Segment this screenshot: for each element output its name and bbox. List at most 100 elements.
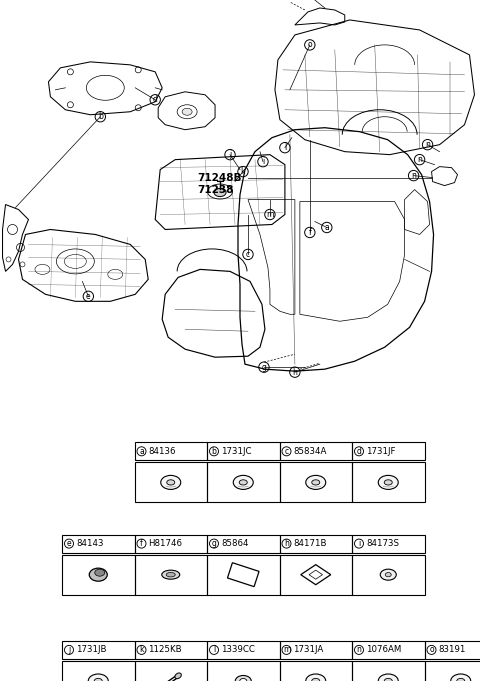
Text: n: n [425,140,430,149]
Bar [62,535,134,552]
Bar [134,554,207,595]
Bar [62,661,134,681]
Text: i: i [358,539,360,548]
Text: h: h [284,539,289,548]
Text: g: g [212,539,216,548]
Bar [207,462,279,503]
Bar [279,535,352,552]
Text: l: l [213,646,215,654]
Text: 1125KB: 1125KB [148,646,182,654]
Ellipse shape [451,674,471,681]
Text: 1731JC: 1731JC [221,447,252,456]
Text: m: m [283,646,290,654]
Text: k: k [241,167,245,176]
Ellipse shape [385,573,391,577]
Ellipse shape [240,678,247,681]
Ellipse shape [175,673,181,679]
Bar [134,462,207,503]
Bar [207,554,279,595]
Ellipse shape [89,568,107,581]
Bar [279,661,352,681]
Text: n: n [417,155,422,164]
Text: f: f [140,539,143,548]
Text: 1731JF: 1731JF [366,447,396,456]
Text: d: d [153,95,157,104]
Text: 84136: 84136 [148,447,176,456]
Bar [352,641,424,659]
Bar [207,535,279,552]
Ellipse shape [162,570,180,580]
Text: 85864: 85864 [221,539,249,548]
Ellipse shape [167,480,175,485]
Bar [424,661,480,681]
Text: 1076AM: 1076AM [366,646,401,654]
Bar [279,641,352,659]
Bar [352,442,424,460]
Text: 84143: 84143 [76,539,104,548]
Ellipse shape [233,475,253,490]
Bar [134,641,207,659]
Ellipse shape [182,108,192,115]
Text: o: o [308,40,312,50]
Text: 71248B: 71248B [197,172,241,183]
Bar [134,661,207,681]
Text: n: n [357,646,361,654]
Ellipse shape [214,189,226,197]
Bar [352,462,424,503]
Text: k: k [139,646,144,654]
Text: 71238: 71238 [197,185,233,195]
Text: e: e [86,292,91,301]
Bar [279,554,352,595]
Text: g: g [262,363,266,372]
Bar [352,554,424,595]
Text: h: h [292,368,297,377]
Bar [134,442,207,460]
Bar [352,661,424,681]
Ellipse shape [378,475,398,490]
Bar [207,661,279,681]
Bar [62,641,134,659]
Text: c: c [246,250,250,259]
Ellipse shape [88,674,108,681]
Bar [352,535,424,552]
Ellipse shape [312,678,320,681]
Bar [62,554,134,595]
Text: a: a [139,447,144,456]
Ellipse shape [312,480,320,485]
Ellipse shape [94,678,102,681]
Bar [279,442,352,460]
Bar [207,641,279,659]
Text: d: d [357,447,361,456]
Text: H81746: H81746 [148,539,182,548]
Text: 1731JA: 1731JA [293,646,324,654]
Ellipse shape [457,678,465,681]
Text: 84171B: 84171B [293,539,327,548]
Bar [279,462,352,503]
Ellipse shape [239,480,247,485]
Text: e: e [67,539,72,548]
Ellipse shape [306,475,326,490]
Ellipse shape [235,676,251,681]
Text: n: n [411,171,416,180]
Text: c: c [285,447,288,456]
Text: m: m [266,210,274,219]
Ellipse shape [166,573,175,577]
Text: 85834A: 85834A [293,447,327,456]
Text: j: j [68,646,70,654]
Ellipse shape [95,569,105,576]
Ellipse shape [384,480,392,485]
Ellipse shape [378,674,398,681]
Text: a: a [324,223,329,232]
Text: 1339CC: 1339CC [221,646,255,654]
Text: i: i [262,157,264,166]
Ellipse shape [384,678,392,681]
Text: f: f [309,228,311,237]
Text: o: o [429,646,434,654]
Bar [134,535,207,552]
Text: 84173S: 84173S [366,539,399,548]
Text: j: j [229,150,231,159]
Text: b: b [212,447,216,456]
Bar [207,442,279,460]
Ellipse shape [306,674,326,681]
Ellipse shape [161,475,181,490]
